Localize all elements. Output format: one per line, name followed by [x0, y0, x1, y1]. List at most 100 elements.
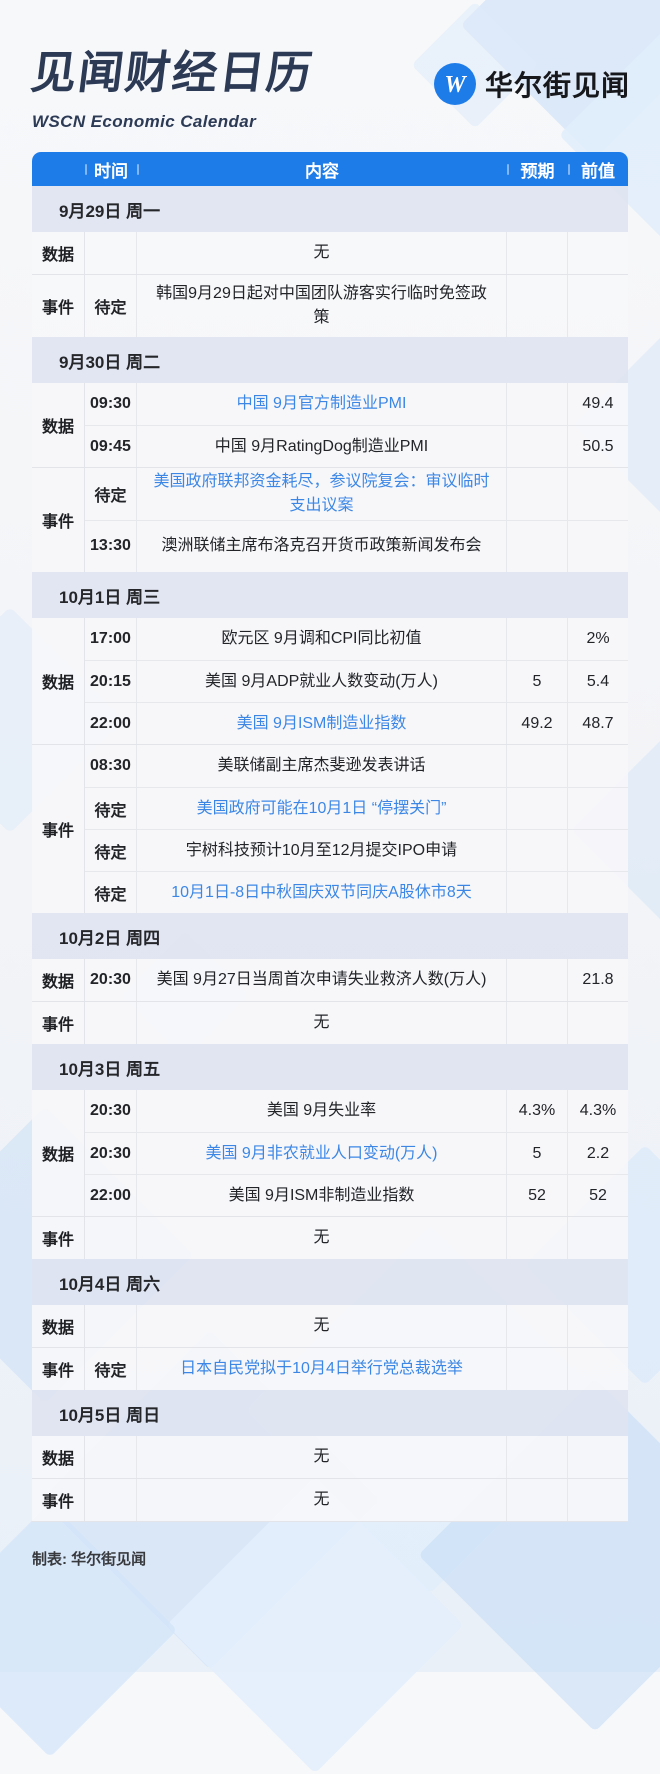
- row-content: 美国 9月ADP就业人数变动(万人): [137, 661, 507, 702]
- row-expect: [507, 426, 568, 467]
- row-prev: 5.4: [586, 672, 610, 690]
- header-time: 时间: [85, 157, 137, 182]
- header-prev: 前值: [568, 157, 628, 182]
- row-time: [85, 1002, 137, 1044]
- table-row: 待定 10月1日-8日中秋国庆双节同庆A股休市8天: [85, 871, 628, 913]
- row-time: 22:00: [85, 1175, 137, 1216]
- group-label: 数据: [32, 959, 85, 1001]
- row-prev: [568, 521, 628, 573]
- row-prev: 48.7: [582, 714, 614, 732]
- row-expect: [507, 468, 568, 520]
- group-label: 事件: [32, 745, 85, 913]
- event-group: 事件 待定 韩国9月29日起对中国团队游客实行临时免签政策: [32, 274, 628, 337]
- row-time: 22:00: [85, 703, 137, 744]
- row-time: 待定: [85, 468, 137, 520]
- row-content-link[interactable]: 美国 9月非农就业人口变动(万人): [137, 1133, 507, 1174]
- title-block: 见闻财经日历 WSCN Economic Calendar: [28, 36, 316, 132]
- row-content: 中国 9月RatingDog制造业PMI: [137, 426, 507, 467]
- row-expect: [507, 872, 568, 913]
- row-time: [85, 1217, 137, 1259]
- row-prev: [568, 872, 628, 913]
- calendar-section: 10月2日 周四 数据 20:30 美国 9月27日当周首次申请失业救济人数(万…: [32, 913, 628, 1044]
- table-row: 无: [85, 1217, 628, 1259]
- row-prev: 52: [589, 1186, 607, 1204]
- row-time: 待定: [85, 830, 137, 871]
- row-expect: [507, 275, 568, 337]
- table-row: 待定 美国政府联邦资金耗尽，参议院复会：审议临时支出议案: [85, 468, 628, 520]
- svg-text:W: W: [444, 72, 467, 98]
- table-row: 无: [85, 1305, 628, 1347]
- group-label: 数据: [32, 1436, 85, 1478]
- row-content-link[interactable]: 美国 9月ISM制造业指数: [137, 703, 507, 744]
- row-expect: [507, 1305, 568, 1347]
- data-group: 数据 无: [32, 1305, 628, 1347]
- header-content: 内容: [137, 157, 507, 182]
- calendar-section: 10月5日 周日 数据 无 事件 无: [32, 1390, 628, 1521]
- table-header-row: 时间 内容 预期 前值: [32, 152, 628, 186]
- group-label: 事件: [32, 1348, 85, 1390]
- calendar-section: 10月1日 周三 数据 17:00 欧元区 9月调和CPI同比初值 2% 20:…: [32, 572, 628, 913]
- data-group: 数据 17:00 欧元区 9月调和CPI同比初值 2% 20:15 美国 9月A…: [32, 618, 628, 744]
- table-row: 无: [85, 232, 628, 274]
- calendar-section: 10月3日 周五 数据 20:30 美国 9月失业率 4.3% 4.3% 20:…: [32, 1044, 628, 1259]
- group-label: 数据: [32, 232, 85, 274]
- group-label: 数据: [32, 383, 85, 467]
- row-prev: 50.5: [582, 437, 614, 455]
- group-label: 数据: [32, 1090, 85, 1216]
- table-row: 无: [85, 1002, 628, 1044]
- table-row: 09:30 中国 9月官方制造业PMI 49.4: [85, 383, 628, 425]
- page-subtitle: WSCN Economic Calendar: [32, 112, 257, 131]
- row-expect: 4.3%: [507, 1090, 568, 1132]
- table-row: 13:30 澳洲联储主席布洛克召开货币政策新闻发布会: [85, 519, 628, 573]
- table-row: 17:00 欧元区 9月调和CPI同比初值 2%: [85, 618, 628, 660]
- row-content: 美联储副主席杰斐逊发表讲话: [137, 745, 507, 787]
- group-label: 事件: [32, 275, 85, 337]
- row-prev: [568, 1217, 628, 1259]
- row-content-link[interactable]: 中国 9月官方制造业PMI: [137, 383, 507, 425]
- row-content-link[interactable]: 10月1日-8日中秋国庆双节同庆A股休市8天: [137, 872, 507, 913]
- table-row: 22:00 美国 9月ISM制造业指数 49.2 48.7: [85, 702, 628, 744]
- row-expect: [507, 745, 568, 787]
- row-time: 09:45: [85, 426, 137, 467]
- row-time: 08:30: [85, 745, 137, 787]
- calendar-section: 9月29日 周一 数据 无 事件 待定 韩国9月29日起: [32, 186, 628, 337]
- row-content: 宇树科技预计10月至12月提交IPO申请: [137, 830, 507, 871]
- table-row: 20:30 美国 9月失业率 4.3% 4.3%: [85, 1090, 628, 1132]
- row-content: 无: [137, 1305, 507, 1347]
- row-expect: 49.2: [507, 703, 568, 744]
- row-content: 美国 9月失业率: [137, 1090, 507, 1132]
- row-expect: [507, 1348, 568, 1390]
- row-content-link[interactable]: 日本自民党拟于10月4日举行党总裁选举: [137, 1348, 507, 1390]
- row-content-link[interactable]: 美国政府可能在10月1日 “停摆关门”: [137, 788, 507, 829]
- row-content-link[interactable]: 美国政府联邦资金耗尽，参议院复会：审议临时支出议案: [137, 468, 507, 520]
- row-content: 欧元区 9月调和CPI同比初值: [137, 618, 507, 660]
- section-date: 9月30日 周二: [32, 337, 628, 383]
- row-time: [85, 1436, 137, 1478]
- row-prev: [568, 788, 628, 829]
- section-date: 10月4日 周六: [32, 1259, 628, 1305]
- row-content: 韩国9月29日起对中国团队游客实行临时免签政策: [137, 275, 507, 337]
- row-time: 待定: [85, 1348, 137, 1390]
- table-row: 22:00 美国 9月ISM非制造业指数 52 52: [85, 1174, 628, 1216]
- event-group: 事件 待定 美国政府联邦资金耗尽，参议院复会：审议临时支出议案 13:30 澳洲…: [32, 467, 628, 572]
- event-group: 事件 08:30 美联储副主席杰斐逊发表讲话 待定 美国政府可能在10月1日 “…: [32, 744, 628, 913]
- data-group: 数据 无: [32, 1436, 628, 1478]
- header-expect: 预期: [507, 157, 568, 182]
- section-date: 10月1日 周三: [32, 572, 628, 618]
- group-label: 事件: [32, 1002, 85, 1044]
- footer-credit: 制表: 华尔街见闻: [32, 1551, 147, 1568]
- group-label: 事件: [32, 1217, 85, 1259]
- event-group: 事件 无: [32, 1478, 628, 1521]
- event-group: 事件 无: [32, 1001, 628, 1044]
- row-time: 20:30: [85, 1090, 137, 1132]
- section-date: 10月2日 周四: [32, 913, 628, 959]
- row-content: 美国 9月27日当周首次申请失业救济人数(万人): [137, 959, 507, 1001]
- section-date: 10月3日 周五: [32, 1044, 628, 1090]
- data-group: 数据 20:30 美国 9月失业率 4.3% 4.3% 20:30 美国 9月非…: [32, 1090, 628, 1216]
- section-date: 9月29日 周一: [32, 186, 628, 232]
- row-time: [85, 1479, 137, 1521]
- data-group: 数据 20:30 美国 9月27日当周首次申请失业救济人数(万人) 21.8: [32, 959, 628, 1001]
- table-row: 无: [85, 1436, 628, 1478]
- row-expect: [507, 1479, 568, 1521]
- data-group: 数据 09:30 中国 9月官方制造业PMI 49.4 09:45 中国 9月R…: [32, 383, 628, 467]
